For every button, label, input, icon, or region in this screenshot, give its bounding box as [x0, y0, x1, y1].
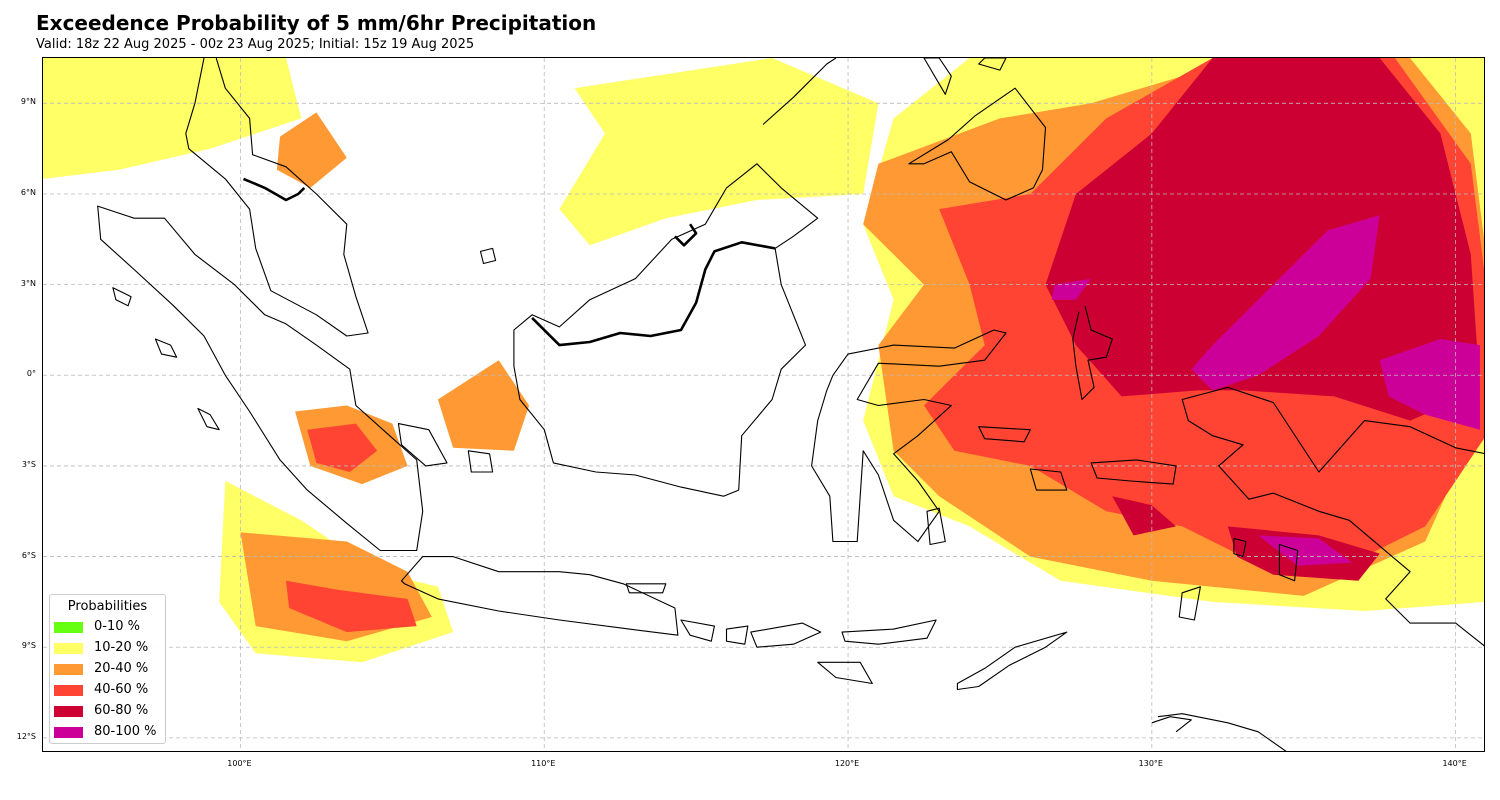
border-thailand-malaysia	[242, 177, 306, 202]
prob-area-20-40	[437, 360, 530, 451]
coastline-kai	[1233, 537, 1247, 558]
lon-tick-label: 130°E	[1138, 759, 1163, 768]
legend-item: 0-10 %	[54, 619, 164, 636]
prob-area-80-100	[1191, 215, 1380, 391]
coastline-sula-islands	[978, 426, 1031, 443]
legend-swatch	[54, 706, 83, 717]
precipitation-probability-map	[43, 58, 1484, 751]
lat-tick-label: 3°S	[21, 459, 36, 469]
prob-area-60-80	[1112, 496, 1177, 536]
coastline-timor	[956, 631, 1068, 691]
prob-area-80-100	[1051, 278, 1092, 300]
legend-label: 0-10 %	[94, 619, 140, 634]
coastline-leyte	[978, 58, 1007, 71]
lat-tick-label: 12°S	[16, 731, 36, 741]
coastline-simeulue	[112, 287, 132, 307]
map-title: Exceedence Probability of 5 mm/6hr Preci…	[36, 11, 597, 35]
prob-area-80-100	[1258, 535, 1353, 566]
coastline-halmahera	[1072, 305, 1113, 401]
coastline-sumbawa	[750, 622, 822, 648]
legend: Probabilities 0-10 % 10-20 % 20-40 % 40-60 …	[49, 594, 166, 744]
coastline-sumba	[817, 661, 873, 685]
coastline-aru	[1278, 543, 1299, 582]
lat-tick-label: 6°S	[21, 550, 36, 560]
lat-tick-label: 9°N	[20, 97, 36, 107]
map-subtitle: Valid: 18z 22 Aug 2025 - 00z 23 Aug 2025…	[36, 37, 475, 52]
coastline-madura	[625, 583, 667, 594]
coastline-java	[400, 556, 679, 636]
legend-swatch	[54, 622, 83, 633]
legend-item: 20-40 %	[54, 661, 164, 678]
legend-item: 60-80 %	[54, 703, 164, 720]
coastlines	[97, 58, 1484, 751]
legend-item: 40-60 %	[54, 682, 164, 699]
lat-tick-label: 3°N	[20, 278, 36, 288]
coastline-tanimbar	[1178, 586, 1201, 621]
coastline-negros	[923, 58, 952, 95]
legend-label: 10-20 %	[94, 640, 149, 655]
border-brunei	[673, 223, 698, 247]
lat-tick-label: 9°S	[21, 641, 36, 651]
probability-fields	[43, 58, 1484, 663]
legend-item: 10-20 %	[54, 640, 164, 657]
prob-area-10-20	[43, 58, 302, 179]
coastline-bangka	[397, 423, 448, 467]
gridlines	[43, 58, 1484, 751]
prob-area-40-60	[286, 580, 417, 633]
coastline-flores	[841, 619, 937, 645]
legend-swatch	[54, 643, 83, 654]
legend-label: 40-60 %	[94, 682, 149, 697]
coastline-buru	[1029, 468, 1068, 491]
coastline-siberut	[197, 407, 220, 431]
coastline-belitung	[467, 450, 494, 473]
coastline-lombok	[725, 625, 749, 645]
legend-title: Probabilities	[67, 599, 148, 614]
lat-tick-label: 6°N	[20, 187, 36, 197]
coastline-borneo	[513, 163, 819, 497]
coastline-sumatra	[97, 205, 424, 552]
prob-area-10-20	[559, 58, 879, 246]
legend-label: 80-100 %	[94, 724, 157, 739]
prob-area-60-80	[1045, 58, 1480, 421]
prob-area-80-100	[1379, 339, 1480, 430]
legend-label: 60-80 %	[94, 703, 149, 718]
coastline-malay-peninsula	[185, 58, 369, 337]
coastline-northern-australia	[1157, 713, 1287, 751]
coastline-new-guinea	[1181, 386, 1484, 647]
lat-tick-label: 0°	[26, 369, 36, 379]
legend-label: 20-40 %	[94, 661, 149, 676]
legend-swatch	[54, 685, 83, 696]
border-indonesia-malaysia-borneo	[531, 241, 776, 347]
coastline-natuna	[479, 247, 497, 265]
prob-area-20-40	[276, 112, 347, 188]
coastline-sulawesi	[811, 329, 1007, 543]
coastline-palawan	[762, 58, 837, 125]
coastline-mindanao	[908, 87, 1047, 201]
coastline-melville-island	[1151, 716, 1192, 733]
legend-swatch	[54, 664, 83, 675]
coastline-bali	[680, 619, 715, 642]
coastline-seram	[1090, 459, 1177, 485]
lon-tick-label: 110°E	[531, 759, 556, 768]
borders	[242, 177, 776, 347]
coastline-nias	[154, 338, 178, 358]
lon-tick-label: 100°E	[227, 759, 252, 768]
coastline-buton	[926, 507, 946, 546]
legend-item: 80-100 %	[54, 724, 164, 741]
lon-tick-label: 140°E	[1442, 759, 1467, 768]
lon-tick-label: 120°E	[834, 759, 860, 768]
prob-area-40-60	[307, 423, 378, 472]
map-panel	[42, 57, 1485, 752]
legend-swatch	[54, 727, 83, 738]
